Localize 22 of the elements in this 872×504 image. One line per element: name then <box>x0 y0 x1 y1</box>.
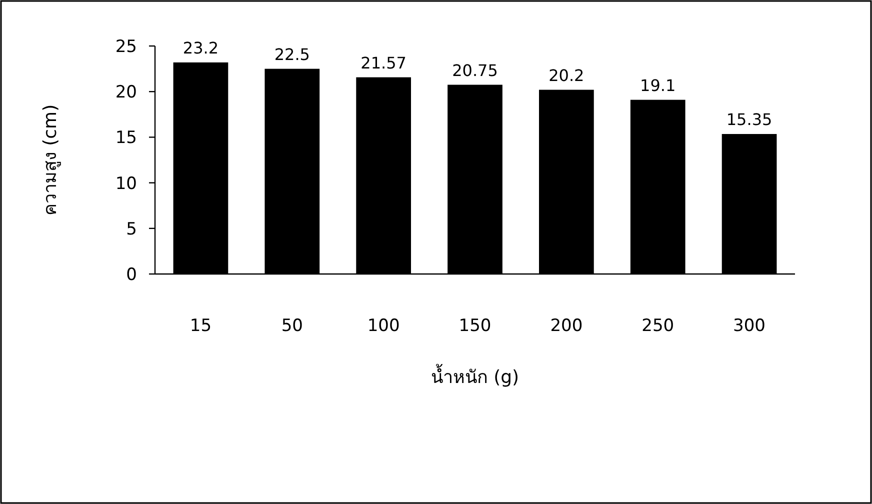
data-label: 20.2 <box>548 66 584 85</box>
data-label: 19.1 <box>640 76 676 95</box>
data-label: 15.35 <box>726 110 772 130</box>
y-axis-title: ความสูง (cm) <box>40 104 61 216</box>
x-tick-label: 200 <box>550 316 583 336</box>
data-label: 21.57 <box>360 53 406 72</box>
data-label: 22.5 <box>274 44 310 64</box>
x-tick-label: 50 <box>281 316 303 336</box>
data-label: 23.2 <box>182 38 219 58</box>
y-tick-label: 5 <box>126 219 137 240</box>
data-label: 20.75 <box>452 60 498 80</box>
x-tick-label: 100 <box>367 316 400 336</box>
x-tick-label: 300 <box>733 316 766 336</box>
x-axis-title: น้ำหนัก (g) <box>430 364 520 388</box>
y-tick-label: 10 <box>115 174 137 194</box>
y-tick-label: 20 <box>115 82 137 103</box>
y-tick-label: 0 <box>126 265 137 285</box>
x-tick-label: 250 <box>642 316 674 336</box>
y-tick-label: 25 <box>115 37 137 57</box>
y-tick-label: 15 <box>115 128 137 148</box>
x-tick-label: 15 <box>190 316 212 336</box>
x-tick-label: 150 <box>458 316 492 336</box>
